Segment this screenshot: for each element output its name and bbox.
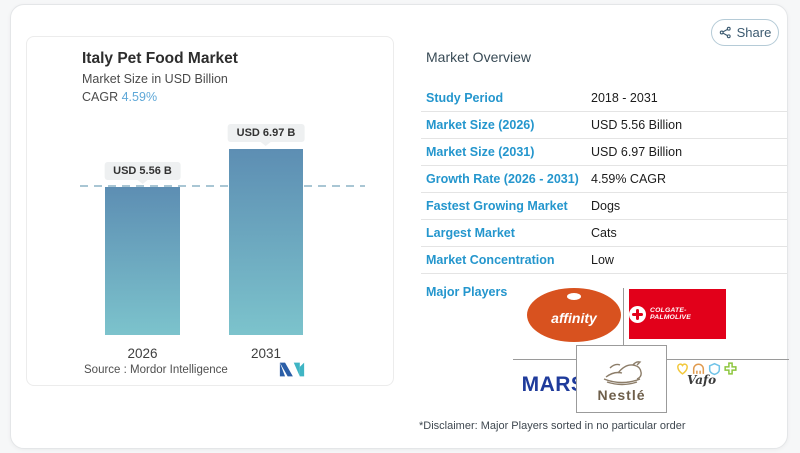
nestle-logo: Nestlé	[576, 345, 667, 413]
affinity-tag-hole	[567, 293, 581, 300]
table-row: Largest Market Cats	[421, 220, 787, 247]
colgate-wordmark: COLGATE-PALMOLIVE	[650, 307, 691, 321]
table-row: Fastest Growing Market Dogs	[421, 193, 787, 220]
row-value: 4.59% CAGR	[591, 172, 667, 186]
row-value: Dogs	[591, 199, 621, 213]
mordor-intelligence-logo-icon	[279, 362, 305, 377]
row-value: Cats	[591, 226, 617, 240]
table-row: Growth Rate (2026 - 2031) 4.59% CAGR	[421, 166, 787, 193]
x-tick-label: 2026	[127, 346, 158, 361]
share-button[interactable]: Share	[711, 19, 779, 46]
nestle-bird-nest-icon	[603, 360, 642, 385]
affinity-wordmark: affinity	[551, 309, 597, 326]
bar-2026	[105, 187, 180, 335]
row-label: Market Size (2031)	[426, 145, 535, 159]
row-value: USD 5.56 Billion	[591, 118, 683, 132]
colgate-palmolive-logo: COLGATE-PALMOLIVE	[629, 289, 726, 339]
overview-title: Market Overview	[426, 49, 532, 65]
source-attribution: Source : Mordor Intelligence	[84, 364, 228, 376]
table-row: Study Period 2018 - 2031	[421, 85, 787, 112]
chart-cagr: CAGR 4.59%	[82, 90, 157, 104]
x-tick-label: 2031	[250, 346, 282, 361]
cagr-value: 4.59%	[121, 90, 158, 104]
bar-value-pill: USD 5.56 B	[104, 162, 181, 180]
nestle-wordmark: Nestlé	[597, 386, 646, 403]
bar-plot: USD 5.56 B 2026 USD 6.97 B 2031	[80, 124, 365, 361]
plus-icon	[723, 362, 737, 375]
table-row: Market Size (2026) USD 5.56 Billion	[421, 112, 787, 139]
row-value: USD 6.97 Billion	[591, 145, 683, 159]
share-label: Share	[736, 25, 772, 40]
bar-value-pill: USD 6.97 B	[227, 124, 305, 142]
shield-icon	[708, 362, 720, 376]
heart-icon	[676, 363, 688, 375]
row-label: Market Size (2026)	[426, 118, 535, 132]
market-overview-card: Share Italy Pet Food Market Market Size …	[10, 4, 789, 449]
vafo-logo: Vafo	[669, 361, 743, 387]
row-value: Low	[591, 253, 614, 267]
major-players-label: Major Players	[426, 285, 508, 299]
cagr-label: CAGR	[82, 90, 119, 104]
dog-head-icon	[692, 363, 704, 374]
vafo-wordmark: Vafo	[687, 373, 717, 387]
row-label: Market Concentration	[426, 253, 555, 267]
row-label: Study Period	[426, 91, 504, 105]
chart-subtitle: Market Size in USD Billion	[82, 72, 228, 86]
chart-title: Italy Pet Food Market	[82, 50, 238, 67]
logo-grid-vertical-divider	[623, 288, 624, 346]
dashed-threshold-line	[80, 185, 365, 187]
affinity-logo: affinity	[527, 288, 621, 342]
bar-2031	[229, 149, 303, 335]
share-icon	[719, 26, 731, 39]
table-row: Market Concentration Low	[421, 247, 787, 274]
overview-table: Study Period 2018 - 2031 Market Size (20…	[421, 85, 787, 274]
table-row: Market Size (2031) USD 6.97 Billion	[421, 139, 787, 166]
market-size-chart-panel: Italy Pet Food Market Market Size in USD…	[26, 36, 394, 386]
colgate-cp-mark-icon	[629, 305, 646, 323]
bar-group-2031: USD 6.97 B 2031	[227, 124, 305, 361]
bar-group-2026: USD 5.56 B 2026	[104, 149, 181, 361]
players-disclaimer: *Disclaimer: Major Players sorted in no …	[419, 420, 686, 432]
row-label: Largest Market	[426, 226, 515, 240]
row-value: 2018 - 2031	[591, 91, 658, 105]
row-label: Growth Rate (2026 - 2031)	[426, 172, 579, 186]
row-label: Fastest Growing Market	[426, 199, 568, 213]
mars-logo: MARS	[521, 373, 586, 396]
vafo-icons	[669, 361, 743, 376]
